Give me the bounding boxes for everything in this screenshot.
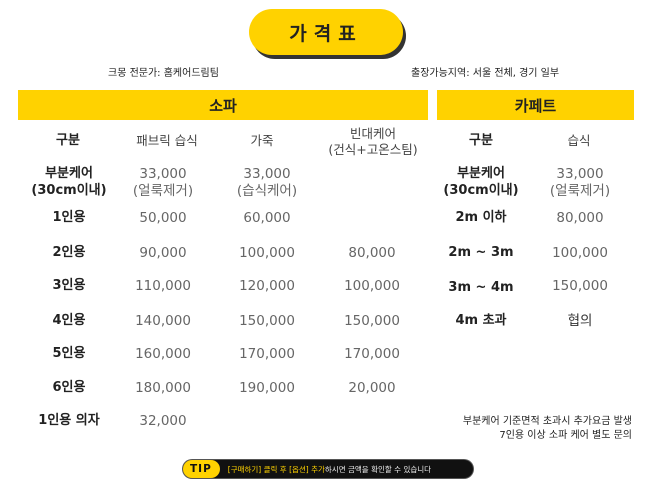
sofa-partial-fabric: 33,000 xyxy=(139,166,187,182)
sofa-col-bedbug-sub: (건식+고온스팀) xyxy=(328,142,418,157)
tip-banner: TIP [구매하기] 클릭 후 [옵션] 추가하시면 금액을 확인할 수 있습니… xyxy=(183,460,473,478)
sofa-col-bedbug: 빈대케어 xyxy=(349,126,396,141)
tip-badge: TIP xyxy=(183,460,220,478)
carpet-row-value: 80,000 xyxy=(556,210,604,226)
sofa-row-label: 6인용 xyxy=(52,380,86,395)
carpet-col-wet: 습식 xyxy=(567,133,591,148)
sofa-section-header: 소파 xyxy=(18,90,428,120)
sofa-partial-leather-sub: (습식케어) xyxy=(236,183,298,199)
carpet-partial-value-sub: (얼룩제거) xyxy=(549,183,611,199)
carpet-row-label: 2m ~ 3m xyxy=(448,245,514,260)
sofa-row-fabric: 160,000 xyxy=(135,346,191,362)
sofa-partial-label: 부분케어 xyxy=(45,166,93,181)
sofa-row-label: 2인용 xyxy=(52,245,86,260)
sofa-row-label: 1인용 xyxy=(52,210,86,225)
sofa-row-fabric: 90,000 xyxy=(139,245,187,261)
sofa-row-bedbug: 100,000 xyxy=(344,278,400,294)
carpet-row-label: 3m ~ 4m xyxy=(448,280,514,295)
tip-highlight: [구매하기] 클릭 후 [옵션] 추가 xyxy=(227,464,325,474)
tip-text: [구매하기] 클릭 후 [옵션] 추가하시면 금액을 확인할 수 있습니다 xyxy=(220,464,431,475)
sofa-row-bedbug: 150,000 xyxy=(344,313,400,329)
sofa-row-fabric: 180,000 xyxy=(135,380,191,396)
sofa-row-fabric: 50,000 xyxy=(139,210,187,226)
carpet-row-value: 협의 xyxy=(567,313,593,329)
sofa-row-label: 4인용 xyxy=(52,313,86,328)
sofa-row-fabric: 140,000 xyxy=(135,313,191,329)
page-title: 가격표 xyxy=(249,9,403,55)
carpet-row-label: 2m 이하 xyxy=(455,210,507,225)
tip-rest: 하시면 금액을 확인할 수 있습니다 xyxy=(324,464,432,474)
carpet-partial-label-sub: (30cm이내) xyxy=(443,183,519,198)
sofa-row-leather: 60,000 xyxy=(243,210,291,226)
sofa-row-bedbug: 80,000 xyxy=(348,245,396,261)
sofa-row-label: 1인용 의자 xyxy=(38,413,100,428)
carpet-row-value: 100,000 xyxy=(552,245,608,261)
expert-name: 크몽 전문가: 홈케어드림팀 xyxy=(108,68,219,79)
carpet-row-label: 4m 초과 xyxy=(455,313,507,328)
carpet-section-header: 카페트 xyxy=(437,90,634,120)
note-extra-fee: 부분케어 기준면적 초과시 추가요금 발생 xyxy=(462,416,632,427)
carpet-col-category: 구분 xyxy=(469,133,493,148)
carpet-row-value: 150,000 xyxy=(552,278,608,294)
sofa-row-leather: 170,000 xyxy=(239,346,295,362)
note-large-sofa: 7인용 이상 소파 케어 별도 문의 xyxy=(499,430,632,441)
sofa-row-bedbug: 20,000 xyxy=(348,380,396,396)
sofa-row-leather: 100,000 xyxy=(239,245,295,261)
carpet-partial-label: 부분케어 xyxy=(457,166,505,181)
sofa-col-leather: 가죽 xyxy=(250,133,274,148)
sofa-row-fabric: 110,000 xyxy=(135,278,191,294)
sofa-row-leather: 150,000 xyxy=(239,313,295,329)
sofa-partial-fabric-sub: (얼룩제거) xyxy=(132,183,194,199)
sofa-row-label: 3인용 xyxy=(52,278,86,293)
sofa-col-fabric: 패브릭 습식 xyxy=(136,133,198,148)
sofa-row-fabric: 32,000 xyxy=(139,413,187,429)
carpet-partial-value: 33,000 xyxy=(556,166,604,182)
sofa-row-leather: 190,000 xyxy=(239,380,295,396)
sofa-col-category: 구분 xyxy=(56,133,80,148)
sofa-row-leather: 120,000 xyxy=(239,278,295,294)
service-area: 출장가능지역: 서울 전체, 경기 일부 xyxy=(411,68,560,79)
sofa-partial-leather: 33,000 xyxy=(243,166,291,182)
sofa-row-bedbug: 170,000 xyxy=(344,346,400,362)
sofa-row-label: 5인용 xyxy=(52,346,86,361)
sofa-partial-label-sub: (30cm이내) xyxy=(31,183,107,198)
